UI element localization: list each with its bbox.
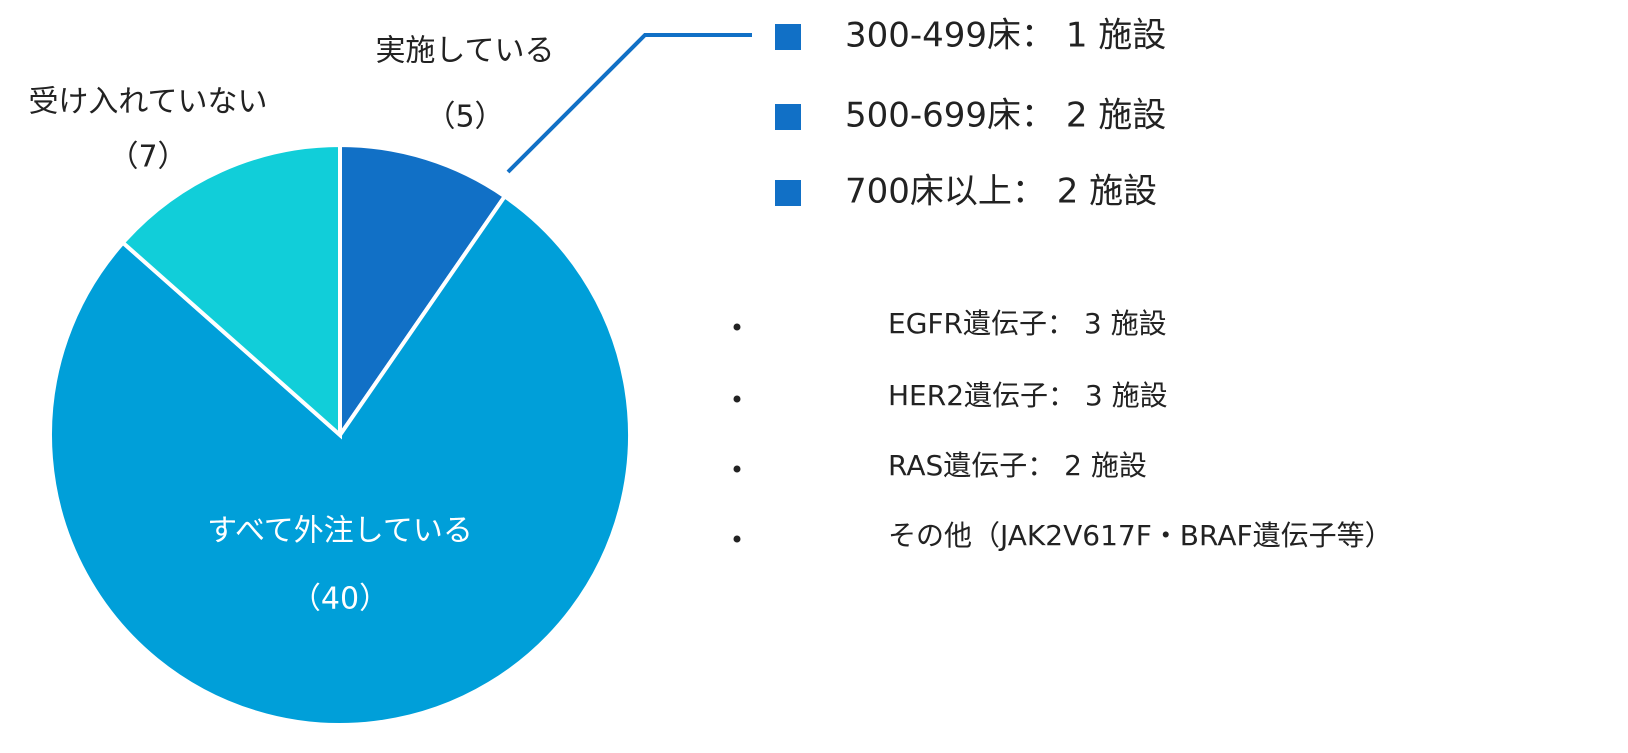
- slice-value-label: （7）: [108, 140, 187, 175]
- bullet: [733, 465, 741, 473]
- size-note: 300-499床： 1 施設: [845, 16, 1166, 56]
- bullet: [733, 323, 741, 331]
- leader-line: [506, 33, 752, 174]
- size-note: 700床以上： 2 施設: [845, 172, 1157, 212]
- pie-slice: [120, 142, 342, 440]
- slice-value-label: （5）: [425, 100, 504, 135]
- list-marker: [775, 180, 801, 206]
- pie-slice: [338, 142, 508, 442]
- list-marker: [775, 104, 801, 130]
- gene-note: HER2遺伝子： 3 施設: [888, 379, 1168, 412]
- pie-slice: [48, 193, 632, 727]
- bullet: [733, 395, 741, 403]
- slice-label: 受け入れていない: [28, 85, 267, 120]
- size-note: 500-699床： 2 施設: [845, 96, 1166, 136]
- bullet: [733, 535, 741, 543]
- list-marker: [775, 24, 801, 50]
- slice-label: すべて外注している: [207, 514, 473, 549]
- gene-note: EGFR遺伝子： 3 施設: [888, 307, 1167, 340]
- gene-note: RAS遺伝子： 2 施設: [888, 449, 1147, 482]
- slice-label: 実施している: [375, 34, 554, 69]
- slice-value-label: （40）: [291, 582, 389, 617]
- gene-note: その他（JAK2V617F・BRAF遺伝子等）: [888, 519, 1393, 552]
